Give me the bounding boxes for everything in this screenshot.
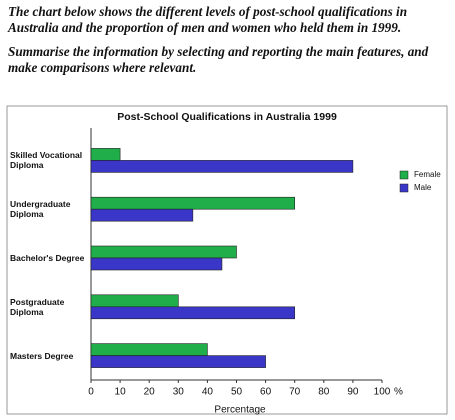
bar (90, 306, 295, 320)
prompt-text: Summarise the information by selecting a… (8, 44, 429, 75)
x-tick-label: 50 (231, 387, 243, 398)
x-tick-label: 60 (260, 387, 272, 398)
y-tick-label: Bachelor's Degree (10, 253, 85, 263)
bar (90, 294, 179, 308)
bar (90, 196, 295, 210)
legend-swatch (399, 170, 409, 180)
y-tick-label: Postgraduate Diploma (10, 296, 65, 317)
x-axis-label: Percentage (214, 405, 266, 416)
x-tick-label: 70 (289, 387, 301, 398)
bar (90, 148, 121, 161)
bar (90, 343, 208, 356)
legend-swatch (399, 183, 409, 193)
y-tick-label: Masters Degree (10, 350, 74, 361)
y-tick-label: Skilled Vocational Diploma (10, 150, 83, 171)
bar (90, 208, 194, 222)
x-tick-label: 30 (173, 387, 185, 398)
prompt: The chart below shows the different leve… (8, 4, 448, 84)
chart-frame (6, 105, 448, 415)
x-tick-label: 90 (347, 387, 359, 398)
bar (90, 355, 266, 368)
x-tick-label: 10 (115, 387, 127, 398)
y-tick-label: Undergraduate Diploma (10, 199, 71, 220)
bar (90, 245, 237, 259)
x-tick-label: 40 (202, 387, 214, 398)
x-unit: % (394, 387, 403, 398)
legend-label: Female (414, 170, 441, 179)
legend-label: Male (414, 183, 432, 192)
prompt-text: The chart below shows the different leve… (8, 4, 408, 35)
x-tick-label: 0 (88, 387, 94, 398)
x-tick-label: 80 (318, 387, 330, 398)
x-tick-label: 20 (144, 387, 156, 398)
chart-title: Post-School Qualifications in Australia … (117, 111, 337, 123)
bar (90, 160, 354, 173)
x-tick-label: 100 (374, 387, 391, 398)
bar (90, 257, 223, 271)
